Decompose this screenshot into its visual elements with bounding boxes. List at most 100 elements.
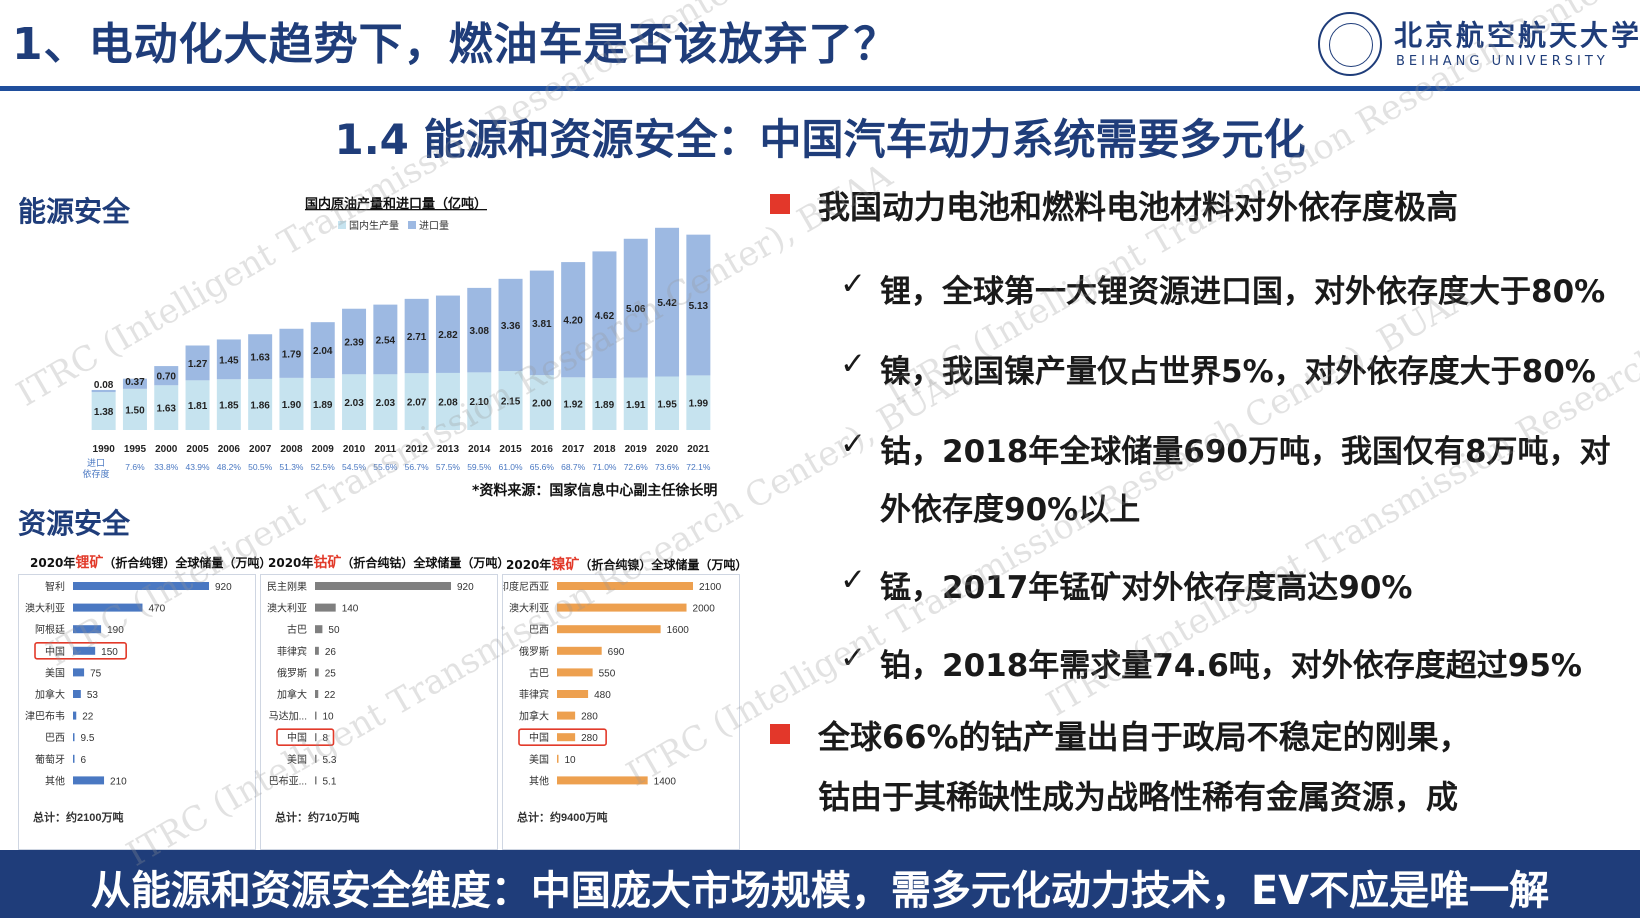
value-label: 5.1 — [323, 776, 337, 787]
dependency-value: 48.2% — [217, 462, 242, 472]
bar-import — [404, 298, 429, 374]
bar — [73, 582, 209, 590]
data-label-import: 5.42 — [657, 298, 677, 309]
category-label: 津巴布韦 — [25, 711, 65, 723]
x-tick-label: 2000 — [155, 444, 178, 455]
category-label: 其他 — [529, 774, 549, 787]
cobalt-chart-title: 2020年钴矿（折合纯钴）全球储量（万吨） — [268, 552, 509, 572]
value-label: 190 — [107, 625, 124, 636]
legend-swatch-import — [408, 221, 416, 229]
dependency-value: 59.5% — [467, 462, 492, 472]
dependency-value: 73.6% — [655, 462, 680, 472]
x-tick-label: 2010 — [343, 444, 366, 455]
data-label-import: 2.71 — [407, 332, 427, 343]
bar — [315, 733, 317, 742]
category-label: 印度尼西亚 — [503, 580, 549, 593]
value-label: 6 — [81, 755, 87, 766]
bar-import — [248, 334, 273, 379]
dependency-label-line1: 进口 — [87, 458, 105, 468]
dependency-value: 51.3% — [279, 462, 304, 472]
value-label: 75 — [90, 668, 102, 679]
bar — [73, 690, 81, 698]
sub-item-text: 外依存度90%以上 — [880, 492, 1141, 528]
red-square-bullet-icon — [770, 194, 790, 214]
total-note: 总计：约710万吨 — [275, 810, 359, 824]
bar-import — [122, 378, 147, 389]
bar — [73, 646, 96, 655]
value-label: 150 — [101, 647, 118, 658]
slide-subtitle: 1.4 能源和资源安全：中国汽车动力系统需要多元化 — [334, 115, 1306, 164]
data-label-domestic: 1.50 — [125, 405, 145, 416]
source-note: *资料来源：国家信息中心副主任徐长明 — [472, 483, 718, 499]
data-label-import: 1.27 — [188, 359, 208, 370]
sub-item-text: 锂，全球第一大锂资源进口国，对外依存度大于80% — [880, 274, 1606, 310]
category-label: 澳大利亚 — [509, 602, 549, 615]
category-label: 加拿大 — [519, 710, 549, 723]
dependency-value: 57.5% — [436, 462, 461, 472]
check-icon: ✓ — [840, 346, 866, 382]
bar — [315, 582, 451, 590]
bar — [557, 603, 687, 612]
title-divider — [0, 86, 1640, 91]
dependency-value: 71.0% — [592, 462, 617, 472]
total-note: 总计：约2100万吨 — [33, 810, 123, 824]
check-icon: ✓ — [840, 562, 866, 598]
logo-chinese-name: 北京航空航天大学 — [1394, 19, 1640, 52]
bullet-text: 钴由于其稀缺性成为战略性稀有金属资源，成 — [818, 778, 1459, 816]
data-label-import: 2.04 — [313, 346, 333, 357]
value-label: 550 — [599, 668, 616, 679]
title-prefix: 2020年 — [268, 556, 314, 570]
category-label: 澳大利亚 — [267, 602, 307, 615]
value-label: 9.5 — [81, 733, 95, 744]
bullet-text: 我国动力电池和燃料电池材料对外依存度极高 — [818, 188, 1459, 226]
value-label: 1400 — [654, 776, 677, 787]
x-tick-label: 2021 — [687, 444, 710, 455]
bar-domestic — [373, 374, 398, 430]
data-label-domestic: 2.07 — [407, 398, 427, 409]
category-label: 中国 — [45, 645, 65, 658]
nickel-chart-title: 2020年镍矿（折合纯镍）全球储量（万吨） — [506, 554, 747, 574]
data-label-import: 2.54 — [376, 335, 396, 346]
category-label: 其他 — [45, 774, 65, 787]
category-label: 古巴 — [287, 623, 307, 636]
footer-conclusion: 从能源和资源安全维度：中国庞大市场规模，需多元化动力技术，EV不应是唯一解 — [90, 868, 1550, 914]
category-label: 葡萄牙 — [35, 753, 65, 766]
value-label: 280 — [581, 712, 598, 723]
title-suffix: （折合纯钴）全球储量（万吨） — [341, 556, 510, 570]
total-note: 总计：约9400万吨 — [517, 810, 607, 824]
data-label-import: 2.39 — [344, 338, 364, 349]
bar — [557, 733, 576, 742]
bar — [73, 711, 77, 720]
bar-domestic — [655, 376, 680, 430]
x-tick-label: 2009 — [312, 444, 335, 455]
category-label: 加拿大 — [277, 688, 307, 701]
data-label-domestic: 1.91 — [626, 400, 646, 411]
title-suffix: （折合纯镍）全球储量（万吨） — [579, 558, 748, 572]
bar-domestic — [623, 377, 648, 430]
data-label-domestic: 2.10 — [470, 397, 490, 408]
bar — [315, 668, 319, 677]
bar — [315, 776, 317, 785]
data-label-import: 5.13 — [689, 301, 709, 312]
data-label-domestic: 1.90 — [282, 400, 302, 411]
data-label-import: 3.36 — [501, 321, 521, 332]
data-label-domestic: 2.03 — [376, 398, 396, 409]
x-tick-label: 2016 — [531, 444, 554, 455]
university-logo: 北京航空航天大学 BEIHANG UNIVERSITY — [1318, 12, 1639, 78]
x-tick-label: 1995 — [124, 444, 147, 455]
bar — [557, 711, 576, 720]
bar — [557, 625, 661, 634]
bar-import — [498, 278, 523, 372]
crude-oil-chart-svg: 国内原油产量和进口量（亿吨） 国内生产量 进口量 1.38 0.08 1990 1.50 0.… — [82, 196, 710, 479]
title-highlight: 钴矿 — [313, 555, 342, 571]
bar-import — [91, 389, 116, 393]
bar-import — [435, 295, 460, 373]
x-tick-label: 2005 — [186, 444, 209, 455]
legend-swatch-domestic — [338, 221, 346, 229]
bar-import — [655, 227, 680, 377]
bar-domestic — [122, 388, 147, 430]
lithium-chart-svg: 智利 920 澳大利亚 470 阿根廷 190 中国 150 美国 75 加拿大 53 津巴布韦 22 巴西… — [25, 580, 232, 824]
dependency-value: 55.6% — [373, 462, 398, 472]
data-label-import: 1.63 — [250, 353, 270, 364]
bar-domestic — [435, 372, 460, 430]
